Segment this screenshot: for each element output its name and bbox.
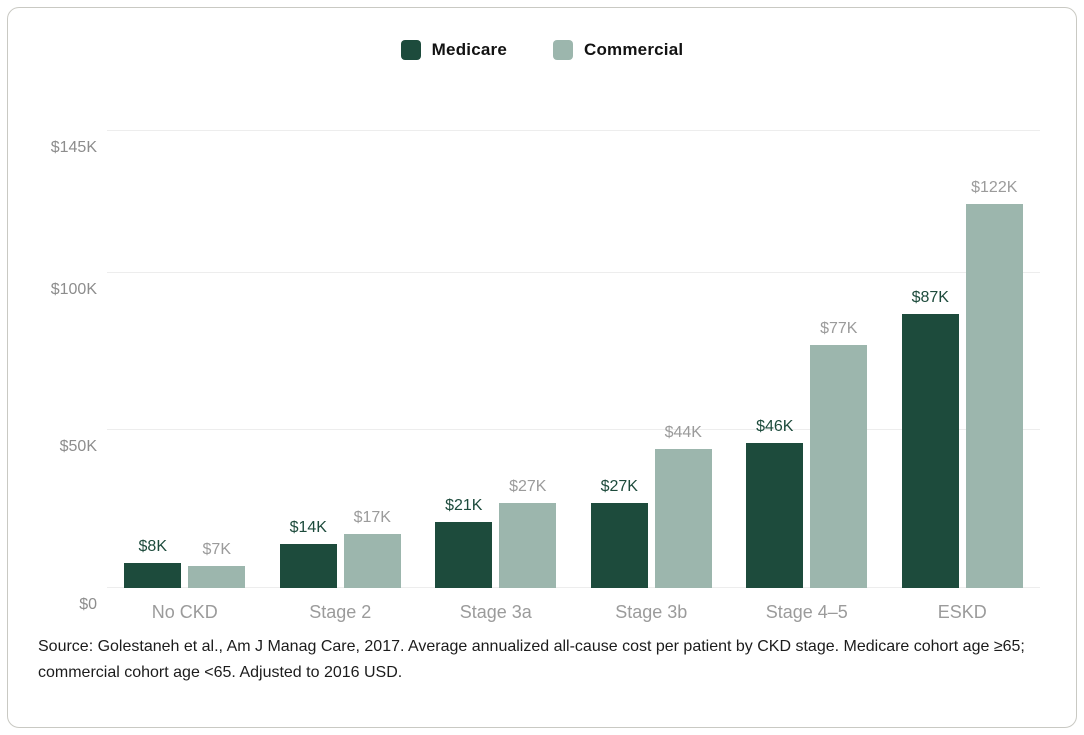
legend-swatch-icon [552,40,573,60]
legend-item-medicare: Medicare [400,40,507,60]
gridline-0: $0 [79,587,1040,613]
bar-wrap: $8K [124,538,182,588]
bar-group-stage-3a: $21K $27K Stage 3a [435,478,557,622]
bar-value-label: $27K [509,477,547,495]
bar-value-label: $122K [971,178,1018,196]
bar-group-stage-4-5: $46K $77K Stage 4–5 [746,320,868,622]
gridline-145: $145K [51,130,1040,156]
bar-value-label: $46K [756,418,794,435]
bar-medicare [746,443,804,588]
bar-commercial [654,449,712,588]
y-tick-label: $100K [50,280,97,298]
legend-label: Medicare [431,40,507,59]
bar-medicare [124,562,182,588]
bar-wrap: $27K [499,478,557,588]
source-note-line-1: Source: Golestaneh et al., Am J Manag Ca… [38,638,1025,655]
source-note-line-2: commercial cohort age <65. Adjusted to 2… [38,663,403,681]
bar-group-stage-2: $14K $17K Stage 2 [279,509,401,622]
gridline-50: $50K [60,429,1040,455]
y-tick-label: $50K [59,438,97,456]
bar-commercial [188,565,246,588]
bar-commercial [810,345,868,588]
bar-wrap: $77K [810,320,868,588]
bar-medicare [901,313,959,588]
bar-wrap: $21K [435,497,493,588]
bar-wrap: $17K [343,509,401,588]
bar-wrap: $44K [654,424,712,588]
bar-value-label: $87K [911,288,949,306]
bar-group-stage-3b: $27K $44K Stage 3b [590,424,712,622]
bar-medicare [279,543,337,588]
bar-value-label: $17K [353,509,391,527]
bar-chart: $145K $100K $50K $0 $8K $7K No CKD $14K $17K Sta… [51,130,1040,622]
bar-value-label: $27K [600,477,638,495]
bar-medicare [590,502,648,588]
y-tick-label: $145K [50,139,97,156]
chart-card: Medicare Commercial $145K $100K $50K $0 $8K $… [7,7,1077,728]
chart-legend: Medicare Commercial [8,39,1076,61]
bar-wrap: $27K [590,478,648,588]
bar-commercial [965,203,1023,588]
bar-value-label: $77K [820,320,858,338]
bar-wrap: $7K [188,541,246,588]
legend-item-commercial: Commercial [552,40,684,60]
bar-medicare [435,521,493,588]
legend-label: Commercial [583,40,684,59]
bar-value-label: $8K [138,537,167,555]
bar-value-label: $21K [445,496,483,514]
category-label: Stage 2 [309,602,372,622]
bar-wrap: $14K [279,519,337,588]
bar-value-label: $44K [664,424,702,442]
bar-value-label: $14K [289,518,327,536]
bar-wrap: $46K [746,418,804,588]
legend-swatch-icon [400,40,421,60]
bar-group-eskd: $87K $122K ESKD [901,179,1023,622]
category-label: No CKD [151,602,218,622]
bar-value-label: $7K [202,540,231,558]
bar-group-no-ckd: $8K $7K No CKD [124,538,246,622]
gridline-100: $100K [51,271,1040,298]
bar-commercial [499,502,557,588]
bar-wrap: $87K [901,289,959,588]
bar-wrap: $122K [965,179,1023,588]
category-label: Stage 3b [615,602,688,622]
category-label: ESKD [937,602,987,622]
source-note: Source: Golestaneh et al., Am J Manag Ca… [38,634,1046,686]
category-label: Stage 4–5 [765,602,848,622]
category-label: Stage 3a [459,602,532,622]
y-tick-label: $0 [79,596,97,613]
bars-layer: $8K $7K No CKD $14K $17K Stage 2 $21K $27K Stage… [107,131,1040,622]
bar-commercial [343,534,401,588]
